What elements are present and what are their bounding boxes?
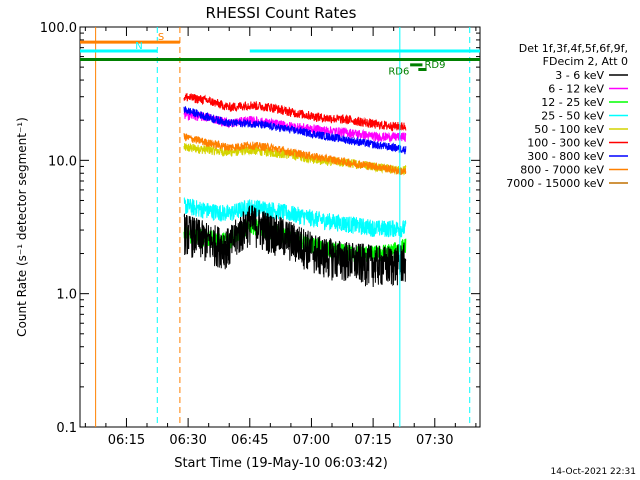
legend-header-line: FDecim 2, Att 0 bbox=[543, 55, 628, 68]
series-line bbox=[183, 106, 407, 155]
legend-header-line: Det 1f,3f,4f,5f,6f,9f, bbox=[519, 42, 628, 55]
legend-entry-label: 7000 - 15000 keV bbox=[506, 177, 604, 190]
y-tick-label: 100.0 bbox=[40, 21, 77, 36]
annotation-small-bar-label: RD9 bbox=[424, 60, 445, 71]
chart-title: RHESSI Count Rates bbox=[206, 4, 357, 22]
plot-frame bbox=[79, 26, 481, 428]
legend-entry-label: 25 - 50 keV bbox=[541, 110, 604, 123]
series-line bbox=[183, 205, 407, 288]
legend-entry-label: 300 - 800 keV bbox=[527, 150, 604, 163]
legend-entry-label: 50 - 100 keV bbox=[534, 123, 604, 136]
x-tick-label: 07:00 bbox=[293, 433, 330, 448]
legend-entry-label: 100 - 300 keV bbox=[527, 137, 604, 150]
y-tick-label: 1.0 bbox=[56, 288, 77, 303]
y-tick-label: 10.0 bbox=[48, 154, 77, 169]
y-tick-label: 0.1 bbox=[56, 421, 77, 436]
annotation-bar-label: N bbox=[135, 41, 142, 52]
legend-entry-label: 6 - 12 keV bbox=[548, 83, 604, 96]
x-axis-label: Start Time (19-May-10 06:03:42) bbox=[174, 456, 388, 471]
annotation-bar-label: S bbox=[158, 32, 164, 43]
x-tick-label: 06:45 bbox=[231, 433, 268, 448]
legend-entry-label: 3 - 6 keV bbox=[555, 69, 604, 82]
legend-entry-label: 800 - 7000 keV bbox=[520, 164, 604, 177]
series-line bbox=[183, 133, 407, 175]
x-tick-label: 07:15 bbox=[354, 433, 391, 448]
x-tick-label: 07:30 bbox=[416, 433, 453, 448]
legend-entry-label: 12 - 25 keV bbox=[541, 96, 604, 109]
x-tick-label: 06:30 bbox=[169, 433, 206, 448]
annotation-small-bar-label: RD6 bbox=[388, 67, 409, 78]
y-axis-label: Count Rate (s⁻¹ detector segment⁻¹) bbox=[15, 117, 29, 337]
series-line bbox=[183, 92, 407, 132]
x-tick-label: 06:15 bbox=[108, 433, 145, 448]
footer-timestamp: 14-Oct-2021 22:31 bbox=[551, 467, 636, 477]
series-line bbox=[183, 197, 407, 238]
